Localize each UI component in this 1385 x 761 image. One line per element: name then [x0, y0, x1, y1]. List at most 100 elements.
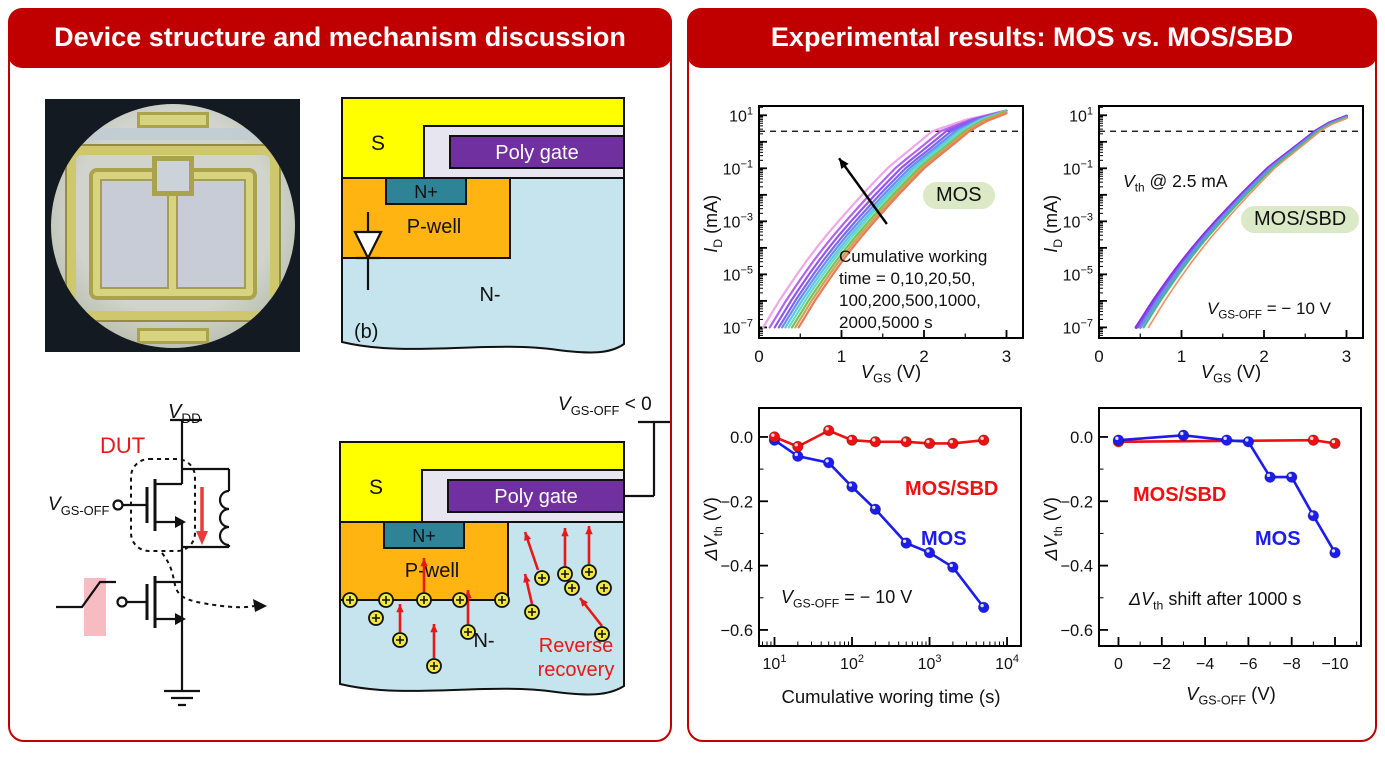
gate-bias-wire [624, 420, 670, 498]
y-axis-label: ΔVth (V) [1041, 497, 1065, 561]
x-axis-label: VGS-OFF (V) [1186, 683, 1276, 708]
svg-text:10−7: 10−7 [723, 317, 753, 337]
svg-text:−6: −6 [1239, 656, 1257, 673]
svg-text:−0.6: −0.6 [720, 622, 753, 640]
svg-text:104: 104 [995, 653, 1019, 673]
mos-series-label: MOS [1255, 528, 1301, 550]
svg-text:0.0: 0.0 [730, 429, 753, 447]
poly-gate-label: Poly gate [494, 486, 577, 508]
mos-transfer-axes: 0 1 2 3 10−7 10−5 10−3 10−1 101 [723, 105, 1024, 366]
n-plus-label: N+ [412, 526, 436, 546]
svg-text:101: 101 [729, 105, 753, 125]
n-plus-label: N+ [414, 182, 438, 202]
dut-label: DUT [100, 433, 146, 458]
svg-text:0: 0 [754, 347, 763, 366]
mos-badge: MOS [923, 182, 995, 209]
plot-mos-transfer: 0 1 2 3 10−7 10−5 10−3 10−1 101 ID (mA) VGS (V) … [699, 88, 1037, 388]
gate-bias-note: VGS-OFF = − 10 V [1207, 299, 1331, 322]
mossbd-series-label: MOS/SBD [1133, 484, 1227, 506]
svg-text:−0.4: −0.4 [720, 558, 753, 576]
p-well-label: P-well [407, 216, 461, 238]
svg-text:0: 0 [1114, 656, 1123, 673]
svg-text:−0.2: −0.2 [720, 493, 753, 511]
svg-text:101: 101 [763, 653, 787, 673]
svg-text:102: 102 [840, 653, 864, 673]
poly-gate-region [447, 479, 625, 513]
n-minus-label: N- [479, 284, 500, 306]
svg-text:2: 2 [919, 347, 928, 366]
gate-bias-note: VGS-OFF = − 10 V [781, 587, 913, 611]
cross-section-stress: S Poly gate N+ P-well N- Reverse recover… [339, 420, 670, 696]
svg-text:0: 0 [1094, 347, 1103, 366]
reverse-recovery-label: Reverse [539, 635, 613, 657]
vgs-off-label: VGS-OFF [48, 494, 110, 518]
poly-gate-label: Poly gate [495, 142, 578, 164]
svg-text:101: 101 [1069, 105, 1093, 125]
dut-outline [130, 458, 196, 552]
svg-text:3: 3 [1002, 347, 1011, 366]
svg-text:−0.6: −0.6 [1060, 622, 1093, 640]
gate-terminal [112, 499, 124, 511]
cross-section-initial: S Poly gate N+ P-well N- (b) [341, 97, 625, 354]
y-axis-label: ΔVth (V) [701, 497, 725, 561]
mossbd-series-label: MOS/SBD [905, 478, 999, 500]
svg-text:10−7: 10−7 [1063, 317, 1093, 337]
svg-text:1: 1 [1177, 347, 1186, 366]
poly-gate-region [449, 135, 625, 169]
svg-text:10−3: 10−3 [1063, 211, 1093, 231]
gate-bias-label: VGS-OFF < 0 [558, 394, 652, 418]
pad-area [88, 167, 257, 300]
source-pad [176, 178, 246, 289]
shift-note: ΔVth shift after 1000 s [1129, 589, 1302, 613]
callout-arrow-icon [161, 552, 255, 609]
svg-text:−0.4: −0.4 [1060, 558, 1093, 576]
microscope-view [50, 103, 295, 348]
chip-micrograph [45, 99, 300, 352]
source-pad [99, 178, 169, 289]
guard-ring [64, 143, 281, 322]
svg-text:10−5: 10−5 [723, 264, 753, 284]
vdd-label: VDD [168, 401, 201, 426]
svg-text:−8: −8 [1283, 656, 1301, 673]
n-plus-region [385, 177, 467, 205]
x-axis-label: VGS (V) [860, 361, 922, 386]
hole-carriers [342, 526, 612, 674]
x-axis-label: VGS (V) [1200, 361, 1262, 386]
gate-terminal [116, 596, 128, 608]
x-axis-label: Cumulative woring time (s) [781, 686, 1001, 707]
reverse-recovery-label: recovery [538, 659, 615, 681]
mossbd-badge: MOS/SBD [1241, 206, 1360, 233]
svg-text:−4: −4 [1196, 656, 1214, 673]
n-plus-region [383, 521, 465, 549]
plot-dvth-vs-time: 101 102 103 104 0.0 −0.2 −0.4 −0.6 ΔVth (V) Cum… [699, 396, 1037, 712]
ground-icon [164, 689, 200, 707]
source-label: S [369, 476, 383, 499]
svg-text:−0.2: −0.2 [1060, 493, 1093, 511]
svg-text:1: 1 [837, 347, 846, 366]
dvth-vgsoff-axes: 0 −2 −4 −6 −8 −10 0.0 −0.2 −0.4 −0.6 [1060, 407, 1362, 673]
device-structure-panel: Device structure and mechanism discussio… [8, 8, 672, 742]
svg-text:3: 3 [1342, 347, 1351, 366]
pulse-waveform-icon [56, 580, 116, 609]
y-axis-label: ID (mA) [1041, 194, 1065, 253]
gate-pad [151, 155, 194, 196]
figure-label: (b) [354, 321, 378, 343]
inductor-icon [182, 489, 231, 549]
dvth-time-axes: 101 102 103 104 0.0 −0.2 −0.4 −0.6 [720, 407, 1022, 673]
svg-text:−10: −10 [1321, 656, 1348, 673]
plot-dvth-vs-vgsoff: 0 −2 −4 −6 −8 −10 0.0 −0.2 −0.4 −0.6 ΔVth (V) VGS… [1039, 396, 1377, 712]
y-axis-label: ID (mA) [701, 194, 725, 253]
right-panel-title: Experimental results: MOS vs. MOS/SBD [687, 8, 1377, 68]
plot-mossbd-transfer: 0 1 2 3 10−7 10−5 10−3 10−1 101 ID (mA) VGS (V) … [1039, 88, 1377, 388]
svg-text:−2: −2 [1153, 656, 1171, 673]
svg-text:10−5: 10−5 [1063, 264, 1093, 284]
source-label: S [371, 132, 385, 155]
svg-text:0.0: 0.0 [1070, 429, 1093, 447]
vth-definition-note: Vth @ 2.5 mA [1123, 171, 1228, 195]
svg-text:10−1: 10−1 [1063, 158, 1093, 178]
p-well-label: P-well [405, 560, 459, 582]
mos-series-label: MOS [921, 528, 967, 550]
left-panel-title: Device structure and mechanism discussio… [8, 8, 672, 68]
n-minus-label: N- [473, 630, 494, 652]
